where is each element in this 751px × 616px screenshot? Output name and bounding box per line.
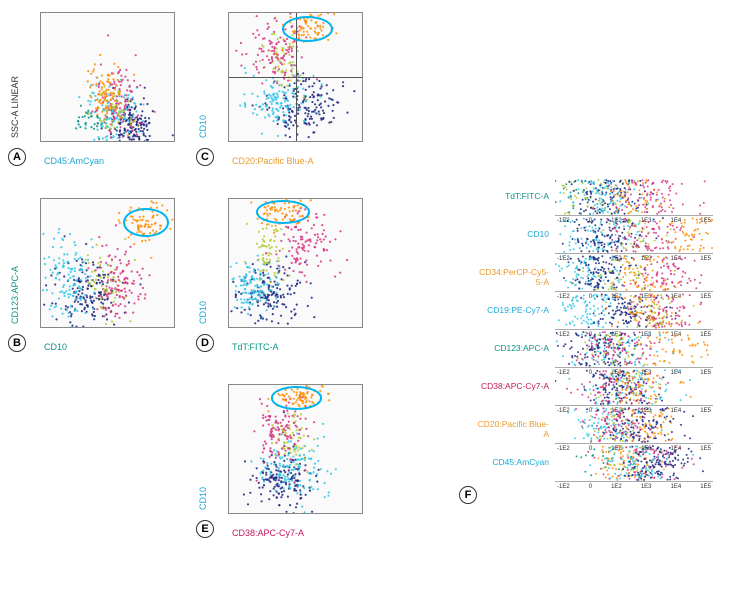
strip-row: -1E201E21E31E41E5	[555, 330, 713, 368]
panel-a: 01E21E31E41E5050,000100,000150,000200,00…	[40, 12, 175, 142]
panel-f: F -1E201E21E31E41E5TdT:FITC-A-1E201E21E3…	[485, 178, 713, 482]
panel-a-plot: 01E21E31E41E5050,000100,000150,000200,00…	[40, 12, 175, 142]
y-axis-label: CD10	[198, 301, 208, 324]
panel-b-plot: 01E21E31E41E501E21E31E41E5	[40, 198, 175, 328]
y-axis-label: CD10	[198, 115, 208, 138]
strip-label: CD45:AmCyan	[475, 457, 549, 467]
y-axis-label: CD123:APC-A	[10, 266, 20, 324]
strip-row: -1E201E21E31E41E5	[555, 292, 713, 330]
panel-f-badge: F	[459, 486, 477, 504]
panel-d-badge: D	[196, 334, 214, 352]
x-axis-label: CD20:Pacific Blue-A	[232, 156, 314, 166]
strip-row: -1E201E21E31E41E5	[555, 216, 713, 254]
x-axis-label: CD10	[44, 342, 67, 352]
x-axis-label: TdT:FITC-A	[232, 342, 279, 352]
panel-b-badge: B	[8, 334, 26, 352]
panel-e: 01E21E31E41E501E21E31E41E5 E CD38:APC-Cy…	[228, 384, 363, 514]
strip-label: CD20:Pacific Blue-A	[475, 419, 549, 439]
strip-row: -1E201E21E31E41E5	[555, 178, 713, 216]
strip-label: CD10	[475, 229, 549, 239]
y-axis-label: SSC-A LINEAR	[10, 76, 20, 138]
panel-a-badge: A	[8, 148, 26, 166]
panel-e-badge: E	[196, 520, 214, 538]
panel-c-plot: 01E21E31E41E501E21E31E41E5	[228, 12, 363, 142]
panel-c-badge: C	[196, 148, 214, 166]
panel-d: 01E21E31E41E501E21E31E41E5 D TdT:FITC-AC…	[228, 198, 363, 328]
strip-label: CD38:APC-Cy7-A	[475, 381, 549, 391]
strip-row: -1E201E21E31E41E5	[555, 444, 713, 482]
strip-label: TdT:FITC-A	[475, 191, 549, 201]
strip-row: -1E201E21E31E41E5	[555, 254, 713, 292]
y-axis-label: CD10	[198, 487, 208, 510]
x-axis-label: CD38:APC-Cy7-A	[232, 528, 304, 538]
x-axis-label: CD45:AmCyan	[44, 156, 104, 166]
panel-c: 01E21E31E41E501E21E31E41E5 C CD20:Pacifi…	[228, 12, 363, 142]
panel-d-plot: 01E21E31E41E501E21E31E41E5	[228, 198, 363, 328]
strip-label: CD19:PE-Cy7-A	[475, 305, 549, 315]
strip-row: -1E201E21E31E41E5	[555, 406, 713, 444]
strip-label: CD123:APC-A	[475, 343, 549, 353]
panel-b: 01E21E31E41E501E21E31E41E5 B CD10CD123:A…	[40, 198, 175, 328]
panel-e-plot: 01E21E31E41E501E21E31E41E5	[228, 384, 363, 514]
strip-row: -1E201E21E31E41E5	[555, 368, 713, 406]
strip-label: CD34:PerCP-Cy5-5-A	[475, 267, 549, 287]
